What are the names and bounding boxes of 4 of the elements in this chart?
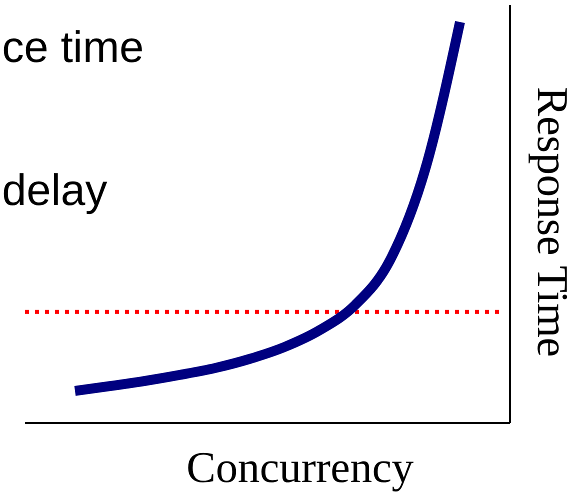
annotation: ce time: [2, 23, 144, 72]
annotation: delay: [2, 166, 108, 215]
y-axis-title: Response Time: [528, 86, 577, 358]
x-axis-title: Concurrency: [186, 443, 414, 492]
